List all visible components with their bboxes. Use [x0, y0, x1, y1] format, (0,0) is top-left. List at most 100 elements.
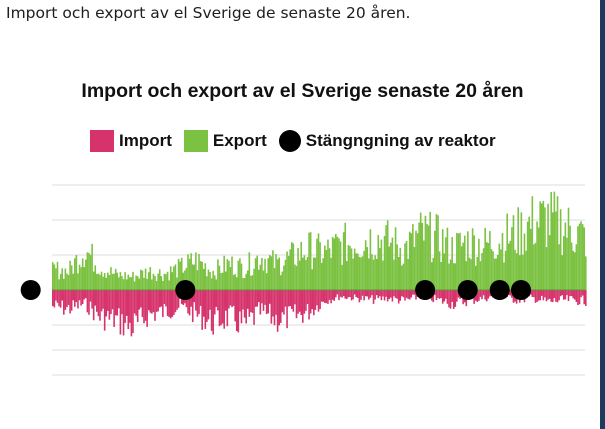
bar [133, 290, 136, 314]
bar [559, 290, 562, 297]
bar [210, 278, 213, 290]
bar [262, 270, 265, 290]
bar [273, 268, 276, 290]
bar [316, 238, 318, 290]
bar [64, 290, 67, 310]
chart-figure: Import och export av el Sverige senaste … [10, 45, 595, 429]
bar [364, 290, 367, 297]
bar [404, 290, 406, 301]
bar [435, 214, 438, 290]
bar [143, 290, 145, 324]
bar [583, 290, 586, 305]
bar [250, 290, 252, 313]
bar [261, 257, 263, 290]
bar [564, 290, 567, 300]
bar [118, 290, 120, 309]
bar [402, 290, 405, 298]
bar [292, 243, 295, 290]
bar [218, 290, 221, 327]
bar [335, 290, 337, 298]
bar [102, 290, 104, 309]
bar [386, 290, 389, 302]
bar [569, 290, 571, 297]
bar [319, 290, 321, 310]
bar [413, 290, 416, 295]
bar [83, 290, 86, 300]
bar [569, 225, 571, 290]
bar [566, 290, 568, 296]
bar [523, 233, 526, 290]
bar [434, 290, 436, 296]
bar [548, 290, 551, 299]
bar [548, 235, 551, 290]
bar [207, 269, 210, 290]
bar [550, 290, 553, 302]
bar [275, 254, 277, 290]
bar [209, 290, 211, 310]
bar [261, 290, 263, 304]
bar [454, 263, 457, 290]
bar [59, 273, 62, 290]
bar [537, 227, 540, 290]
bar [254, 258, 257, 290]
bar [551, 212, 554, 290]
bar [570, 242, 573, 290]
bar [344, 290, 347, 299]
bar [55, 290, 57, 301]
bar [412, 224, 414, 290]
bar [180, 257, 183, 290]
bar [193, 264, 196, 290]
bar [155, 290, 158, 312]
bar [327, 239, 329, 290]
bar [320, 262, 323, 290]
bar [251, 275, 254, 290]
bar [319, 242, 321, 290]
bar [306, 290, 309, 304]
bar [585, 256, 587, 290]
reactor-closure-marker [457, 280, 478, 300]
bar [99, 274, 101, 290]
bar [374, 290, 376, 300]
bar [272, 250, 274, 290]
bar [353, 248, 356, 290]
bar [429, 211, 431, 290]
bar [243, 290, 246, 318]
bar [399, 290, 402, 301]
bar [168, 290, 170, 318]
bar [191, 264, 194, 290]
bar [125, 290, 128, 316]
bar [124, 272, 126, 290]
bar [550, 192, 553, 290]
bar [207, 290, 210, 320]
bar [512, 215, 515, 290]
bar [412, 290, 414, 295]
bar [268, 290, 271, 304]
bar [459, 232, 461, 290]
bar [166, 290, 169, 316]
bar [375, 258, 378, 290]
bar [144, 268, 147, 290]
bar [141, 270, 144, 290]
bar [342, 232, 345, 290]
bar [245, 273, 247, 290]
bar [61, 268, 64, 290]
bar [213, 290, 216, 315]
bar [314, 257, 317, 290]
bar [478, 238, 480, 290]
bar [309, 290, 312, 314]
bar [580, 290, 582, 298]
bar [107, 290, 109, 311]
bar [158, 269, 161, 290]
bar [171, 272, 174, 290]
bar [493, 258, 496, 290]
bar [405, 290, 408, 298]
bar [313, 290, 315, 316]
bar [198, 290, 200, 315]
bar [454, 290, 457, 307]
bar [305, 290, 307, 311]
bar [490, 249, 493, 290]
bar [114, 290, 117, 316]
bar [407, 258, 409, 290]
bar [496, 254, 499, 290]
bar [380, 290, 383, 301]
